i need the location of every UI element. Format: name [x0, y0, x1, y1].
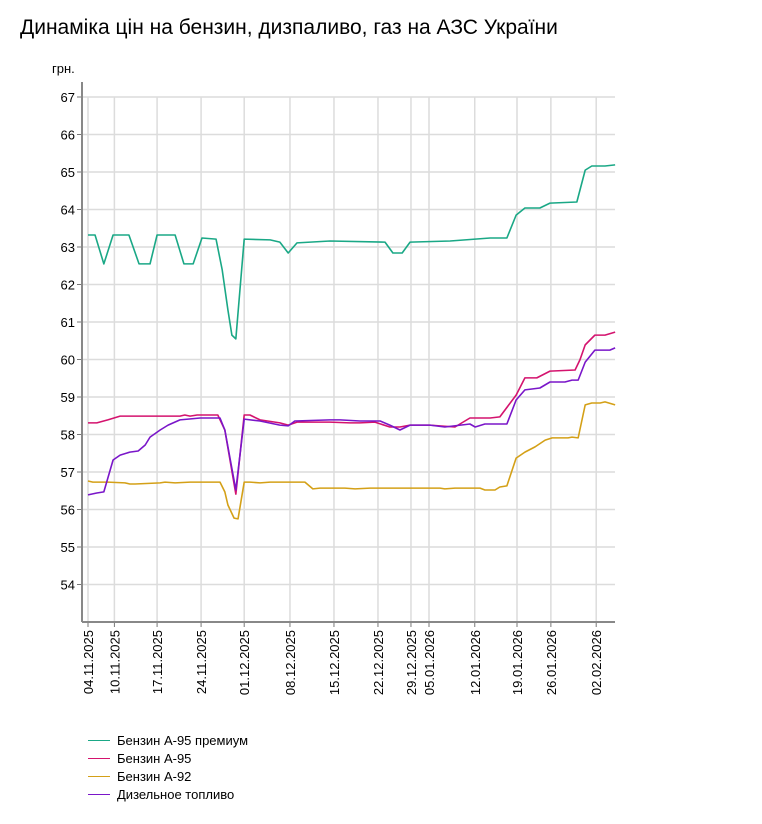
- chart-title: Динаміка цін на бензин, дизпаливо, газ н…: [20, 16, 558, 39]
- y-tick-label: 56: [61, 503, 75, 518]
- x-tick-label: 17.11.2025: [150, 630, 165, 694]
- y-tick-label: 62: [61, 278, 75, 293]
- x-tick-label: 29.12.2025: [404, 630, 419, 695]
- legend-swatch: [88, 757, 110, 759]
- series-line: [87, 401, 616, 520]
- legend-label: Бензин А-95 премиум: [117, 732, 249, 748]
- series-line: [87, 347, 616, 496]
- legend-swatch: [88, 775, 110, 777]
- legend-item[interactable]: Бензин А-92: [88, 767, 248, 785]
- x-tick-label: 22.12.2025: [371, 630, 386, 695]
- x-tick-label: 12.01.2026: [468, 630, 483, 695]
- y-tick-label: 58: [61, 428, 75, 443]
- x-tick-label: 01.12.2025: [237, 630, 252, 695]
- y-axis-label: грн.: [52, 61, 75, 76]
- legend-swatch: [88, 793, 110, 795]
- x-tick-label: 10.11.2025: [107, 630, 122, 694]
- x-tick-label: 04.11.2025: [81, 630, 96, 694]
- y-tick-label: 60: [61, 353, 75, 368]
- x-tick-label: 26.01.2026: [544, 630, 559, 695]
- legend-item[interactable]: Бензин А-95 премиум: [88, 731, 248, 749]
- y-tick-label: 59: [61, 390, 75, 405]
- y-tick-label: 57: [61, 465, 75, 480]
- x-tick-label: 05.01.2026: [422, 630, 437, 695]
- legend-label: Бензин А-92: [117, 768, 192, 784]
- legend-label: Дизельное топливо: [117, 786, 235, 802]
- y-tick-label: 61: [61, 315, 75, 330]
- y-tick-label: 64: [61, 203, 75, 218]
- x-tick-label: 19.01.2026: [510, 630, 525, 695]
- y-tick-label: 67: [61, 90, 75, 105]
- x-tick-label: 08.12.2025: [283, 630, 298, 695]
- y-tick-label: 55: [61, 540, 75, 555]
- y-tick-label: 63: [61, 240, 75, 255]
- y-tick-label: 66: [61, 128, 75, 143]
- legend-item[interactable]: Дизельное топливо: [88, 785, 248, 803]
- x-tick-label: 15.12.2025: [327, 630, 342, 695]
- y-tick-label: 65: [61, 165, 75, 180]
- series-line: [88, 164, 616, 340]
- legend-swatch: [88, 739, 110, 741]
- y-tick-label: 54: [61, 578, 75, 593]
- legend-item[interactable]: Бензин А-95: [88, 749, 248, 767]
- x-tick-label: 02.02.2026: [589, 630, 604, 695]
- legend: Бензин А-95 премиум Бензин А-95 Бензин А-9…: [88, 731, 248, 803]
- legend-label: Бензин А-95: [117, 750, 192, 766]
- series-line: [88, 331, 616, 495]
- x-tick-label: 24.11.2025: [194, 630, 209, 694]
